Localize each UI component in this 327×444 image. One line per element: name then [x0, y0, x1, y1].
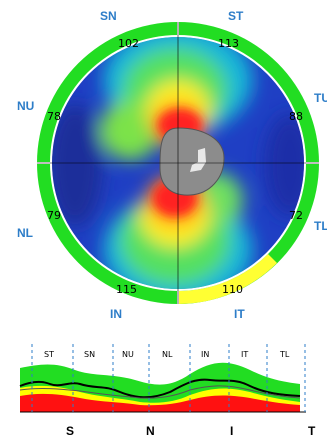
profile-segment-nu: NU	[122, 350, 134, 359]
sector-value-nu: 78	[47, 110, 61, 123]
sector-label-tl: TL	[314, 219, 327, 233]
thickness-map	[37, 22, 319, 304]
sector-label-nu: NU	[17, 99, 35, 113]
sector-value-tl: 72	[289, 209, 303, 222]
sector-value-in: 115	[116, 283, 137, 296]
sector-label-sn: SN	[100, 9, 117, 23]
sector-label-st: ST	[228, 9, 244, 23]
sector-value-it: 110	[222, 283, 243, 296]
profile-segment-sn: SN	[84, 350, 95, 359]
ring-borderline-arc	[178, 254, 277, 304]
sector-value-st: 113	[218, 37, 239, 50]
axis-label-t: T	[308, 424, 316, 438]
thickness-profile: ST SN NU NL IN IT TL	[19, 344, 306, 413]
profile-dividers	[31, 344, 306, 412]
profile-segment-tl: TL	[279, 350, 290, 359]
sector-label-nl: NL	[17, 226, 33, 240]
axis-label-n: N	[146, 424, 155, 438]
reference-cross	[37, 22, 319, 304]
sector-label-tu: TU	[314, 91, 327, 105]
axis-label-i: I	[230, 424, 234, 438]
axis-label-s: S	[66, 424, 75, 438]
optic-disc	[159, 127, 225, 196]
sector-label-it: IT	[234, 307, 245, 321]
sector-label-in: IN	[110, 307, 122, 321]
profile-segment-it: IT	[241, 350, 248, 359]
sector-value-tu: 88	[289, 110, 303, 123]
sector-value-nl: 79	[47, 209, 61, 222]
profile-segment-st: ST	[44, 350, 54, 359]
profile-segment-nl: NL	[162, 350, 173, 359]
profile-segment-in: IN	[201, 350, 209, 359]
optic-cup	[190, 148, 206, 172]
profile-measured-line	[19, 378, 301, 399]
sector-value-sn: 102	[118, 37, 139, 50]
profile-abnormal-band	[20, 393, 300, 412]
